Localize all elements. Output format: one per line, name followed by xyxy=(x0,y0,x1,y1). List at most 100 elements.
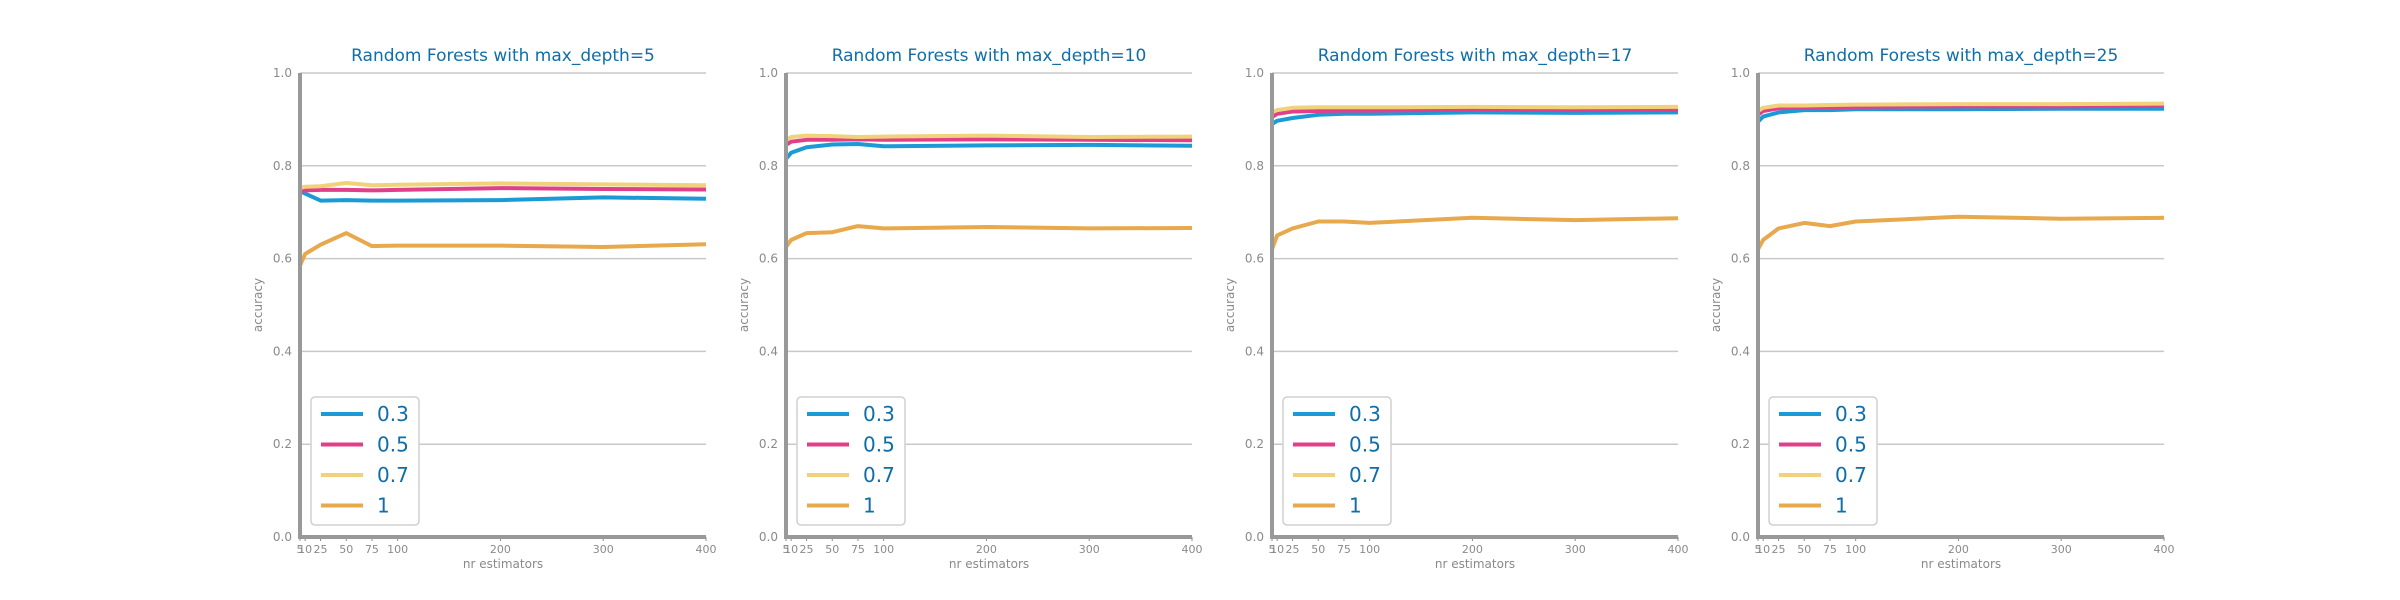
chart-panel-4: Random Forests with max_depth=25 0.0 0.2 0.… xyxy=(1709,46,2175,571)
series-line-1 xyxy=(298,231,707,267)
series-line-0-5 xyxy=(299,186,707,194)
y-tick-label: 0.6 xyxy=(1245,252,1264,266)
x-axis-label: nr estimators xyxy=(463,557,543,571)
x-tick-label: 50 xyxy=(1797,543,1811,556)
x-tick-label: 200 xyxy=(976,543,997,556)
legend-label: 0.7 xyxy=(377,463,409,487)
series-line-0-5 xyxy=(1756,103,2165,117)
y-tick-label: 0.0 xyxy=(759,530,778,544)
x-tick-label: 100 xyxy=(387,543,408,556)
x-tick-label: 75 xyxy=(1823,543,1837,556)
x-tick-label: 400 xyxy=(696,543,717,556)
legend-label: 1 xyxy=(863,494,876,518)
series-line-0-7 xyxy=(299,181,707,191)
y-axis-label: accuracy xyxy=(1223,278,1237,332)
legend-box xyxy=(796,396,906,526)
x-tick-label: 10 xyxy=(298,543,312,556)
x-tick-label: 400 xyxy=(1668,543,1689,556)
x-tick-label: 200 xyxy=(490,543,511,556)
legend-label: 1 xyxy=(1349,494,1362,518)
series-line-0-5 xyxy=(1270,107,1679,119)
x-tick-label: 10 xyxy=(1270,543,1284,556)
legend-label: 1 xyxy=(1835,494,1848,518)
legend-label: 0.5 xyxy=(1835,433,1867,457)
x-tick-label: 300 xyxy=(2051,543,2072,556)
chart-panel-2: Random Forests with max_depth=10 0.0 0.2 0.… xyxy=(737,46,1203,571)
x-tick-label: 100 xyxy=(873,543,894,556)
series-line-1 xyxy=(784,224,1193,249)
y-tick-label: 0.8 xyxy=(759,159,778,173)
chart-panel-3: Random Forests with max_depth=17 0.0 0.2 0.… xyxy=(1223,46,1689,571)
legend-box xyxy=(1282,396,1392,526)
legend-label: 0.3 xyxy=(863,402,895,426)
series-line-0-7 xyxy=(1756,101,2165,113)
series-line-1 xyxy=(1756,214,2165,251)
legend: 0.3 0.5 0.7 1 xyxy=(1282,396,1392,526)
legend-label: 0.5 xyxy=(1349,433,1381,457)
legend-label: 0.3 xyxy=(1835,402,1867,426)
series-line-0-3 xyxy=(1756,106,2164,124)
legend-label: 0.5 xyxy=(377,433,409,457)
x-tick-label: 300 xyxy=(1079,543,1100,556)
x-tick-label: 5 xyxy=(297,543,304,556)
y-tick-label: 0.2 xyxy=(1731,437,1750,451)
x-tick-label: 400 xyxy=(1182,543,1203,556)
x-tick-label: 200 xyxy=(1948,543,1969,556)
chart-title: Random Forests with max_depth=10 xyxy=(832,46,1147,66)
x-tick-label: 10 xyxy=(1756,543,1770,556)
series-line-1 xyxy=(1270,215,1679,250)
series-line-0-5 xyxy=(784,137,1193,147)
y-axis-label: accuracy xyxy=(1709,278,1723,332)
x-tick-label: 5 xyxy=(1269,543,1276,556)
x-tick-label: 75 xyxy=(851,543,865,556)
series-line-0-7 xyxy=(1271,104,1679,115)
y-tick-label: 0.8 xyxy=(273,159,292,173)
x-tick-label: 25 xyxy=(1772,543,1786,556)
x-tick-label: 50 xyxy=(825,543,839,556)
x-tick-label: 50 xyxy=(1311,543,1325,556)
y-tick-label: 0.8 xyxy=(1245,159,1264,173)
legend: 0.3 0.5 0.7 1 xyxy=(1768,396,1878,526)
chart-title: Random Forests with max_depth=17 xyxy=(1318,46,1633,66)
legend-label: 0.5 xyxy=(863,433,895,457)
legend-label: 1 xyxy=(377,494,390,518)
y-tick-label: 1.0 xyxy=(1245,66,1264,80)
legend-label: 0.7 xyxy=(1835,463,1867,487)
x-tick-label: 5 xyxy=(1755,543,1762,556)
y-tick-label: 1.0 xyxy=(273,66,292,80)
y-tick-label: 1.0 xyxy=(1731,66,1750,80)
series-line-0-3 xyxy=(784,142,1193,161)
x-tick-label: 400 xyxy=(2154,543,2175,556)
y-tick-label: 0.4 xyxy=(273,344,292,358)
x-tick-label: 100 xyxy=(1845,543,1866,556)
x-axis-label: nr estimators xyxy=(949,557,1029,571)
y-tick-label: 0.0 xyxy=(273,530,292,544)
x-tick-label: 100 xyxy=(1359,543,1380,556)
x-tick-label: 50 xyxy=(339,543,353,556)
x-tick-label: 300 xyxy=(593,543,614,556)
y-tick-label: 0.4 xyxy=(759,344,778,358)
x-tick-label: 10 xyxy=(784,543,798,556)
y-tick-label: 0.0 xyxy=(1731,530,1750,544)
y-tick-label: 1.0 xyxy=(759,66,778,80)
chart-panel-1: Random Forests with max_depth=5 0.0 0.2 0.4… xyxy=(251,46,717,571)
y-axis-label: accuracy xyxy=(251,278,265,332)
y-tick-label: 0.6 xyxy=(759,252,778,266)
legend-label: 0.7 xyxy=(1349,463,1381,487)
y-axis-label: accuracy xyxy=(737,278,751,332)
y-tick-label: 0.2 xyxy=(273,437,292,451)
series-line-0-3 xyxy=(1270,110,1679,126)
legend-label: 0.7 xyxy=(863,463,895,487)
x-tick-label: 200 xyxy=(1462,543,1483,556)
x-tick-label: 5 xyxy=(783,543,790,556)
legend-label: 0.3 xyxy=(377,402,409,426)
x-axis-label: nr estimators xyxy=(1435,557,1515,571)
chart-title: Random Forests with max_depth=25 xyxy=(1804,46,2119,66)
y-tick-label: 0.2 xyxy=(1245,437,1264,451)
x-tick-label: 25 xyxy=(314,543,328,556)
y-tick-label: 0.8 xyxy=(1731,159,1750,173)
series-line-0-7 xyxy=(784,133,1193,142)
y-tick-label: 0.0 xyxy=(1245,530,1264,544)
